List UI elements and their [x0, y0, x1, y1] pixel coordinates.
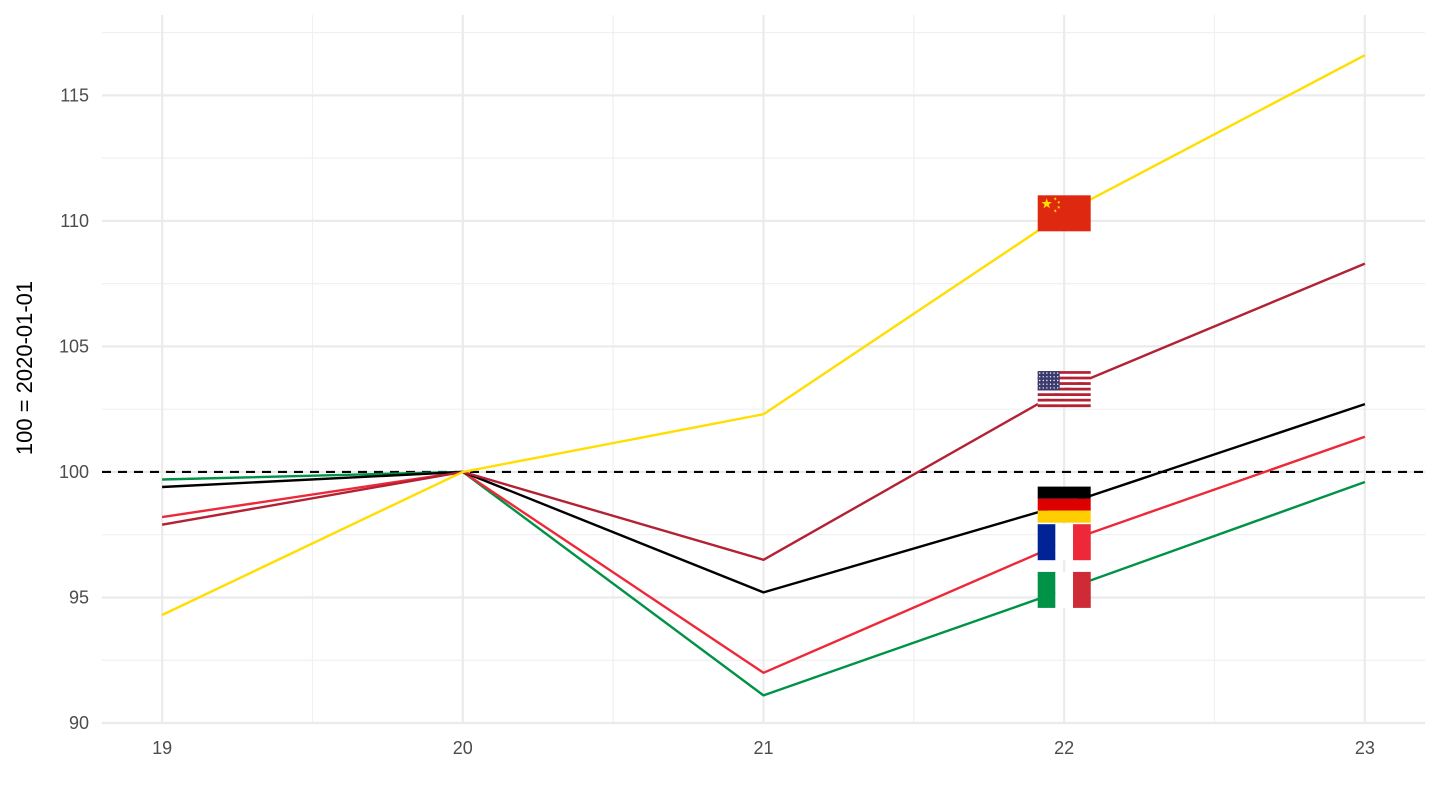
flag-stripe: [1037, 398, 1091, 402]
flag-star-dot: [1039, 387, 1041, 389]
y-tick-label: 90: [69, 713, 89, 733]
flag-star-dot: [1057, 376, 1059, 378]
flag-canton: [1037, 371, 1060, 391]
flag-star-dot: [1042, 372, 1044, 374]
y-axis-ticks: 90 95 100 105 110 115: [59, 85, 89, 733]
x-tick-label: 23: [1355, 738, 1375, 758]
germany-flag-icon: [1037, 486, 1091, 523]
x-tick-label: 21: [753, 738, 773, 758]
flag-star-dot: [1057, 383, 1059, 385]
flag-star-dot: [1057, 372, 1059, 374]
flag-stripe: [1037, 404, 1091, 408]
flag-star-icon: [1041, 198, 1052, 209]
flag-star-dot: [1039, 383, 1041, 385]
flag-stripe: [1037, 390, 1091, 394]
flag-stripe: [1037, 393, 1091, 397]
flag-star-dot: [1053, 376, 1055, 378]
flag-band: [1037, 524, 1056, 561]
flag-stripe: [1037, 387, 1091, 391]
flag-star-dot: [1039, 372, 1041, 374]
flag-star-dot: [1049, 379, 1052, 382]
y-tick-label: 110: [60, 211, 89, 231]
flag-band: [1037, 498, 1091, 511]
flag-band: [1037, 510, 1091, 523]
flag-star-dot: [1042, 383, 1044, 385]
flag-field: [1037, 195, 1091, 232]
flag-star-dot: [1053, 372, 1055, 374]
flag-stripe: [1037, 384, 1091, 388]
flag-star-dot: [1049, 372, 1052, 374]
flag-star-icon: [1053, 209, 1057, 213]
y-tick-label: 95: [69, 587, 89, 607]
flag-star-dot: [1046, 379, 1048, 382]
flag-star-dot: [1053, 387, 1055, 389]
flag-star-dot: [1046, 372, 1048, 374]
flag-star-dot: [1049, 376, 1052, 378]
flag-star-dot: [1049, 387, 1052, 389]
flag-stripe: [1037, 379, 1091, 383]
series-flags: [1037, 195, 1091, 608]
flag-band: [1073, 524, 1091, 561]
flag-star-dot: [1042, 387, 1044, 389]
flag-star-dot: [1057, 387, 1059, 389]
france-flag-icon: [1037, 524, 1091, 561]
y-tick-label: 115: [60, 85, 89, 105]
united-states-flag-icon: [1037, 371, 1091, 408]
flag-band: [1055, 571, 1074, 608]
x-tick-label: 22: [1054, 738, 1074, 758]
flag-star-dot: [1053, 383, 1055, 385]
italy-flag-icon: [1037, 571, 1091, 608]
flag-stripe: [1037, 401, 1091, 405]
flag-star-icon: [1057, 205, 1061, 209]
flag-star-dot: [1039, 379, 1041, 382]
flag-star-icon: [1053, 197, 1057, 201]
flag-star-dot: [1053, 379, 1055, 382]
flag-star-dot: [1042, 379, 1044, 382]
flag-band: [1037, 571, 1056, 608]
series-lines: [161, 54, 1366, 697]
flag-star-dot: [1042, 376, 1044, 378]
y-tick-label: 105: [59, 336, 89, 356]
x-axis-ticks: 19 20 21 22 23: [152, 738, 1375, 758]
y-axis-title: 100 = 2020-01-01: [12, 281, 37, 455]
italy-series-line: [162, 470, 1366, 697]
flag-band: [1055, 524, 1074, 561]
flag-stripe: [1037, 373, 1091, 377]
flag-star-dot: [1046, 387, 1048, 389]
china-flag-icon: [1037, 195, 1091, 232]
flag-star-dot: [1039, 376, 1041, 378]
united-states-series-line: [161, 262, 1366, 561]
flag-star-icon: [1056, 200, 1061, 205]
china-series-line: [161, 54, 1366, 617]
flag-star-dot: [1046, 376, 1048, 378]
germany-series-line: [162, 402, 1366, 594]
x-tick-label: 19: [152, 738, 172, 758]
flag-band: [1073, 571, 1091, 608]
flag-band: [1037, 486, 1091, 499]
x-tick-label: 20: [453, 738, 473, 758]
flag-stripe: [1037, 396, 1091, 399]
major-gridlines: [102, 15, 1425, 725]
flag-stripe: [1037, 371, 1091, 374]
flag-star-dot: [1046, 383, 1048, 385]
y-tick-label: 100: [59, 462, 89, 482]
france-series-line: [161, 435, 1366, 674]
flag-stripe: [1037, 376, 1091, 380]
flag-stripe: [1037, 382, 1091, 385]
flag-star-dot: [1049, 383, 1052, 385]
flag-star-dot: [1057, 379, 1059, 382]
